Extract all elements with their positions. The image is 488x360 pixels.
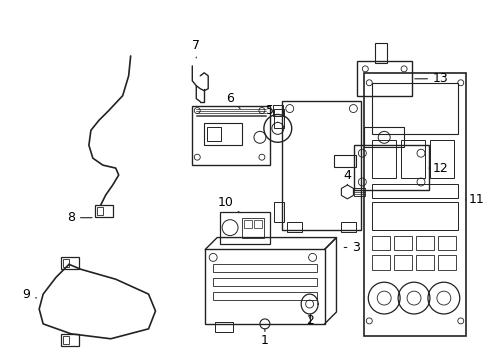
Text: 11: 11 <box>465 193 484 206</box>
Bar <box>429 140 453 178</box>
Bar <box>213 278 316 286</box>
Text: 8: 8 <box>67 211 92 224</box>
Bar <box>213 292 316 300</box>
Text: 5: 5 <box>265 104 277 122</box>
Bar <box>415 235 433 251</box>
Bar <box>341 222 356 231</box>
Text: 10: 10 <box>217 196 240 213</box>
Bar <box>215 322 233 332</box>
Bar <box>371 140 395 178</box>
Text: 12: 12 <box>428 162 448 175</box>
Bar <box>374 43 386 63</box>
Bar <box>393 235 411 251</box>
Bar <box>354 145 428 190</box>
Bar <box>273 109 283 129</box>
Bar <box>61 257 79 269</box>
Bar <box>205 249 324 324</box>
Bar <box>253 220 262 228</box>
Bar <box>415 255 433 270</box>
Bar <box>220 212 269 243</box>
Text: 2: 2 <box>305 314 313 327</box>
Text: 1: 1 <box>261 329 268 347</box>
Bar <box>95 205 113 217</box>
Bar <box>207 127 221 141</box>
Bar <box>334 155 356 167</box>
Text: 13: 13 <box>414 72 448 85</box>
Text: 9: 9 <box>22 288 37 301</box>
Bar <box>371 83 457 134</box>
Bar <box>273 202 283 222</box>
Bar <box>281 100 361 230</box>
Text: 7: 7 <box>192 39 200 58</box>
Bar <box>393 255 411 270</box>
Bar <box>61 334 79 346</box>
Bar <box>354 188 365 196</box>
Text: 3: 3 <box>344 241 360 254</box>
Text: 4: 4 <box>343 168 351 185</box>
Bar <box>371 255 389 270</box>
Bar <box>286 222 301 231</box>
Bar <box>437 235 455 251</box>
Bar <box>371 235 389 251</box>
Bar <box>272 105 282 116</box>
Bar <box>371 184 457 198</box>
Bar <box>371 202 457 230</box>
Bar <box>364 127 403 147</box>
Bar <box>357 61 411 96</box>
Bar <box>244 220 251 228</box>
Bar <box>63 260 69 267</box>
Bar <box>437 255 455 270</box>
Bar <box>204 123 242 145</box>
Bar <box>97 207 102 215</box>
Bar <box>400 140 424 178</box>
Bar <box>364 73 465 336</box>
Bar <box>192 105 269 165</box>
Bar <box>242 218 264 238</box>
Bar <box>63 336 69 344</box>
Text: 6: 6 <box>225 92 240 109</box>
Bar <box>213 264 316 272</box>
